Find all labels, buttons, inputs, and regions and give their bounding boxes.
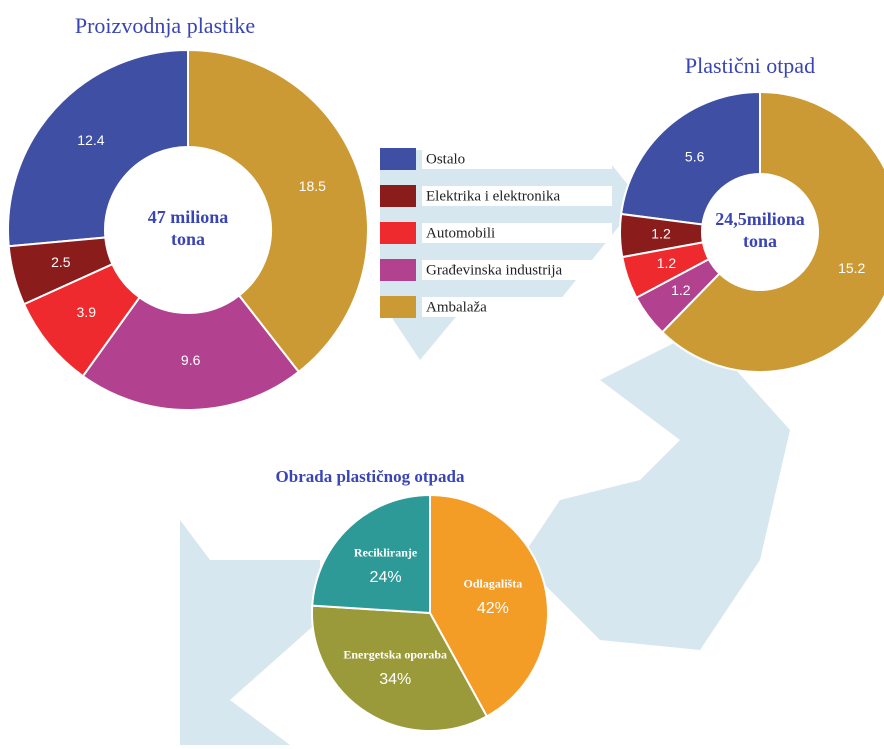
data-label: 1.2 bbox=[671, 282, 691, 298]
legend-bg bbox=[422, 186, 612, 206]
chart-title: Obrada plastičnog otpada bbox=[276, 467, 465, 486]
data-label: 9.6 bbox=[181, 352, 201, 368]
legend-bg bbox=[422, 260, 612, 280]
slice bbox=[429, 493, 549, 718]
legend-label: Građevinska industrija bbox=[426, 262, 563, 278]
data-label: 3.9 bbox=[77, 304, 97, 320]
data-label: 18.5 bbox=[299, 178, 326, 194]
data-label: 15.2 bbox=[838, 260, 865, 276]
chart-title: Plastični otpad bbox=[685, 53, 815, 78]
legend-bg bbox=[422, 223, 612, 243]
data-label: 5.6 bbox=[685, 148, 705, 164]
legend-bg bbox=[422, 297, 612, 317]
legend-label: Automobili bbox=[426, 225, 495, 241]
data-label: 2.5 bbox=[51, 254, 71, 270]
chart-title: Proizvodnja plastike bbox=[75, 13, 255, 38]
center-text: 24,5miliona bbox=[715, 209, 805, 229]
legend-swatch bbox=[380, 296, 416, 318]
data-label: 1.2 bbox=[651, 225, 671, 241]
slice bbox=[81, 294, 301, 411]
data-label: 1.2 bbox=[657, 255, 677, 271]
donut-hole bbox=[105, 147, 271, 313]
legend-label: Elektrika i elektronika bbox=[426, 188, 560, 204]
legend-swatch bbox=[380, 148, 416, 170]
data-label: 12.4 bbox=[77, 132, 104, 148]
arrow-left bbox=[180, 520, 320, 745]
legend-bg bbox=[422, 149, 612, 169]
center-text: 47 miliona bbox=[148, 207, 229, 227]
legend-swatch bbox=[380, 185, 416, 207]
legend-label: Ambalaža bbox=[426, 299, 487, 315]
slice bbox=[311, 493, 431, 615]
data-label: 24% bbox=[370, 569, 402, 586]
slice-name: Recikliranje bbox=[354, 545, 418, 559]
data-label: 34% bbox=[379, 671, 411, 688]
arrow-top bbox=[380, 150, 640, 360]
data-label: 42% bbox=[477, 600, 509, 617]
legend-swatch bbox=[380, 222, 416, 244]
slice-name: Energetska oporaba bbox=[343, 648, 447, 662]
arrow-right bbox=[520, 330, 790, 650]
slice-name: Odlagališta bbox=[464, 577, 523, 591]
legend: Ostalo Elektrika i elektronika Automobili G… bbox=[380, 148, 612, 318]
donut-hole bbox=[702, 174, 818, 290]
slice bbox=[311, 604, 489, 732]
center-text: tona bbox=[743, 231, 777, 251]
center-text: tona bbox=[171, 229, 205, 249]
legend-label: Ostalo bbox=[426, 151, 465, 167]
legend-swatch bbox=[380, 259, 416, 281]
